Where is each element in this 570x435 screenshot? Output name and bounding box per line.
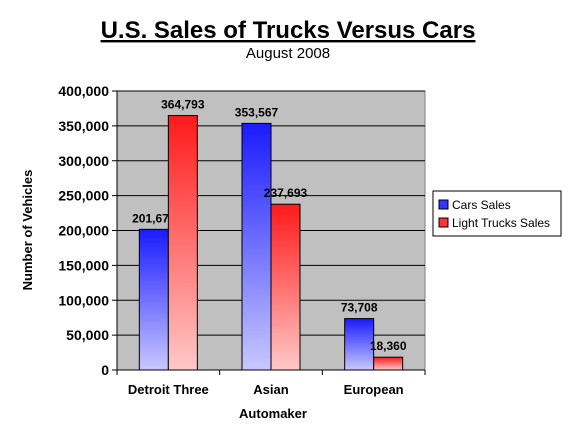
y-tick-label: 400,000 <box>58 83 109 99</box>
legend-swatch <box>438 217 449 228</box>
y-tick-label: 200,000 <box>58 223 109 239</box>
y-tick-label: 350,000 <box>58 118 109 134</box>
legend: Cars Sales Light Trucks Sales <box>432 190 562 237</box>
bar-cars-asian <box>241 122 272 371</box>
x-axis-title: Automaker <box>239 406 307 421</box>
y-tick-label: 150,000 <box>58 257 109 273</box>
bar-light-trucks-asian <box>270 203 301 371</box>
data-label: 73,708 <box>341 301 378 315</box>
chart-title: U.S. Sales of Trucks Versus Cars <box>101 17 476 44</box>
chart-subtitle: August 2008 <box>246 45 330 62</box>
legend-label: Light Trucks Sales <box>452 216 550 230</box>
x-category-label: Detroit Three <box>128 382 209 397</box>
bar-light-trucks-detroit-three <box>167 115 198 371</box>
bar-cars-detroit-three <box>138 228 169 371</box>
y-tick-label: 50,000 <box>66 327 109 343</box>
y-tick-label: 250,000 <box>58 188 109 204</box>
legend-box <box>432 190 562 237</box>
x-category-label: European <box>344 382 404 397</box>
bar-cars-european <box>344 318 375 371</box>
data-label: 353,567 <box>235 105 279 119</box>
legend-swatch <box>438 199 449 210</box>
data-label: 364,793 <box>161 98 205 112</box>
legend-label: Cars Sales <box>452 198 511 212</box>
y-tick-label: 0 <box>101 362 109 378</box>
data-label: 237,693 <box>264 186 308 200</box>
y-tick-label: 300,000 <box>58 153 109 169</box>
x-category-label: Asian <box>253 382 288 397</box>
y-axis-title: Number of Vehicles <box>20 170 35 291</box>
data-label: 18,360 <box>370 339 407 353</box>
bar-light-trucks-european <box>373 356 404 371</box>
y-tick-label: 100,000 <box>58 292 109 308</box>
data-label: 201,672 <box>132 211 176 225</box>
